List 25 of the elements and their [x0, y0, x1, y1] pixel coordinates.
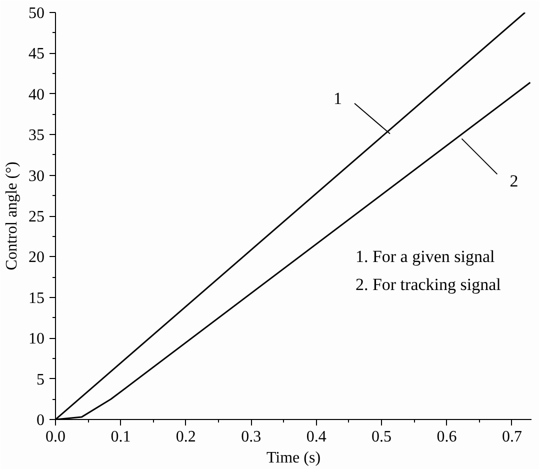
y-tick-label: 5 [36, 371, 44, 388]
annotation: 1 [334, 88, 342, 108]
y-tick-label: 10 [28, 330, 44, 348]
y-tick-label: 0 [36, 412, 44, 429]
x-tick-label: 0.2 [176, 428, 196, 446]
y-tick-label: 45 [28, 46, 44, 63]
x-tick-label: 0.3 [241, 428, 262, 446]
y-tick-label: 50 [28, 5, 44, 22]
x-tick-label: 0.1 [110, 428, 131, 446]
y-tick-label: 35 [28, 127, 44, 144]
y-axis-title: Control angle (°) [4, 162, 20, 270]
y-tick-label: 15 [28, 290, 44, 307]
x-tick-label: 0.7 [502, 428, 522, 446]
x-tick-label: 0.4 [306, 428, 326, 446]
y-tick-label: 25 [28, 208, 44, 226]
annotation: 1. For a given signal [355, 247, 496, 266]
x-tick-label: 0.6 [436, 428, 457, 446]
x-tick-label: 0.0 [46, 428, 66, 446]
y-tick-label: 20 [28, 249, 44, 266]
annotation: 2 [510, 172, 518, 191]
annotation: 2. For tracking signal [355, 274, 502, 294]
y-tick-label: 30 [28, 168, 44, 185]
y-tick-label: 40 [28, 86, 44, 104]
x-tick-label: 0.5 [372, 428, 392, 446]
x-axis-title: Time (s) [266, 450, 321, 466]
